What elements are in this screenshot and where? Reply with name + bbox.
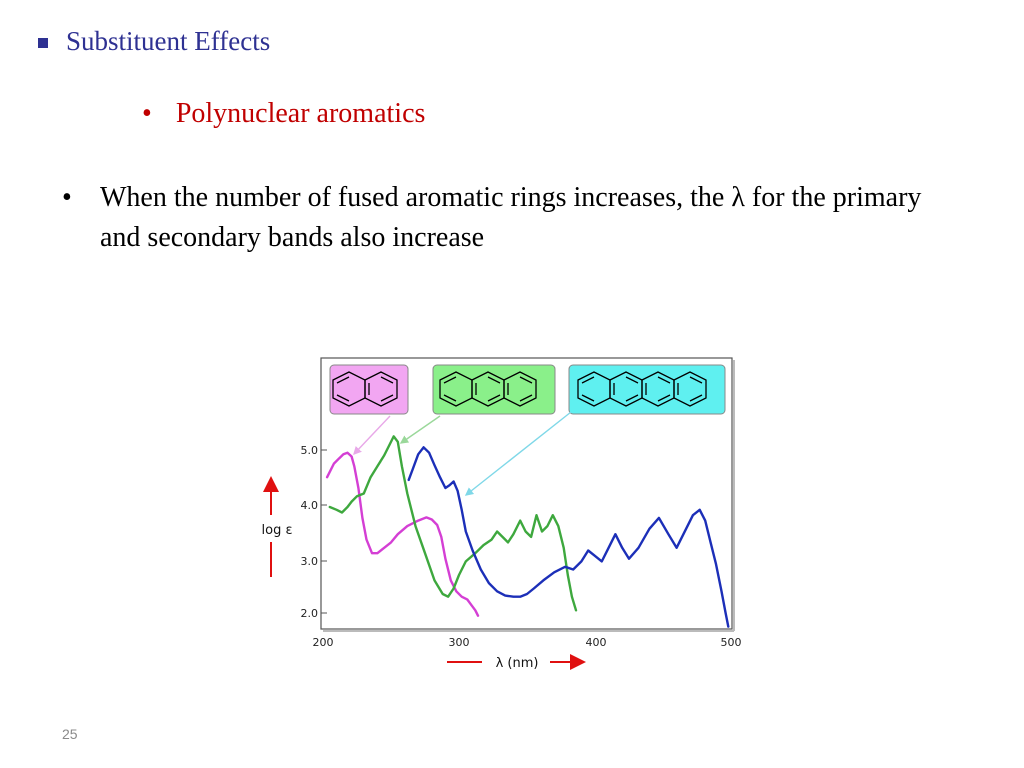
sub-heading-text: Polynuclear aromatics xyxy=(175,98,426,129)
sub-heading: • Polynuclear aromatics xyxy=(142,98,425,130)
y-axis-label: log ε xyxy=(262,523,293,538)
body-bullet-text: When the number of fused aromatic rings … xyxy=(100,182,922,253)
x-tick-label: 300 xyxy=(449,636,470,649)
y-tick-label: 4.0 xyxy=(301,499,319,512)
x-tick-label: 500 xyxy=(721,636,742,649)
x-axis-label: λ (nm) xyxy=(496,656,539,671)
naphthalene-structure-box xyxy=(329,364,409,415)
square-bullet-icon xyxy=(38,37,48,48)
naphthalene-spectrum-line xyxy=(325,451,480,617)
y-tick-label: 3.0 xyxy=(301,555,319,568)
uv-spectrum-chart: 5.0 4.0 3.0 2.0 200 300 400 500 log ε λ … xyxy=(262,357,742,671)
y-tick-label: 2.0 xyxy=(301,607,319,620)
x-tick-label: 200 xyxy=(313,636,334,649)
slide-number: 25 xyxy=(62,726,78,742)
y-tick-label: 5.0 xyxy=(301,444,319,457)
body-bullet-icon: • xyxy=(62,182,72,213)
sub-bullet-icon: • xyxy=(142,98,152,129)
anthracene-pointer-arrow xyxy=(399,415,441,444)
body-bullet: • When the number of fused aromatic ring… xyxy=(62,178,962,258)
tetracene-spectrum-line xyxy=(407,446,730,628)
tetracene-pointer-arrow xyxy=(464,411,572,496)
tetracene-structure-box xyxy=(568,364,726,415)
anthracene-spectrum-line xyxy=(328,435,578,612)
naphthalene-pointer-arrow xyxy=(353,415,391,456)
slide-heading: Substituent Effects xyxy=(38,26,270,57)
anthracene-structure-box xyxy=(432,364,556,415)
heading-text: Substituent Effects xyxy=(66,26,271,56)
x-tick-label: 400 xyxy=(586,636,607,649)
